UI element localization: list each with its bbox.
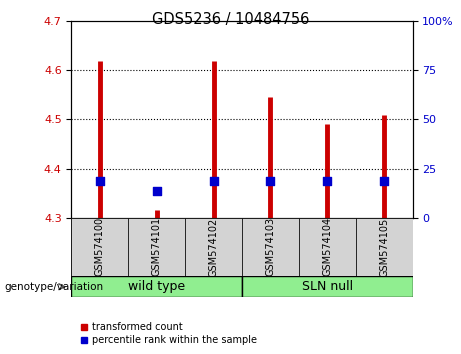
Point [96,178,104,184]
FancyBboxPatch shape [128,218,185,276]
Point [324,178,331,184]
Point [267,178,274,184]
Text: GSM574102: GSM574102 [208,217,219,276]
FancyBboxPatch shape [185,218,242,276]
FancyBboxPatch shape [71,218,128,276]
Text: wild type: wild type [128,280,185,293]
Point [210,178,217,184]
FancyBboxPatch shape [71,276,242,297]
Legend: transformed count, percentile rank within the sample: transformed count, percentile rank withi… [77,319,261,349]
FancyBboxPatch shape [242,276,413,297]
FancyBboxPatch shape [356,218,413,276]
Point [380,178,388,184]
Text: GSM574101: GSM574101 [152,217,162,276]
FancyBboxPatch shape [71,218,413,276]
Text: GSM574103: GSM574103 [266,217,276,276]
Text: GDS5236 / 10484756: GDS5236 / 10484756 [152,12,309,27]
Text: GSM574100: GSM574100 [95,217,105,276]
Text: GSM574104: GSM574104 [322,217,332,276]
Text: SLN null: SLN null [302,280,353,293]
Text: genotype/variation: genotype/variation [5,282,104,292]
FancyBboxPatch shape [299,218,356,276]
FancyBboxPatch shape [242,218,299,276]
Point [153,188,160,194]
Text: GSM574105: GSM574105 [379,217,389,276]
